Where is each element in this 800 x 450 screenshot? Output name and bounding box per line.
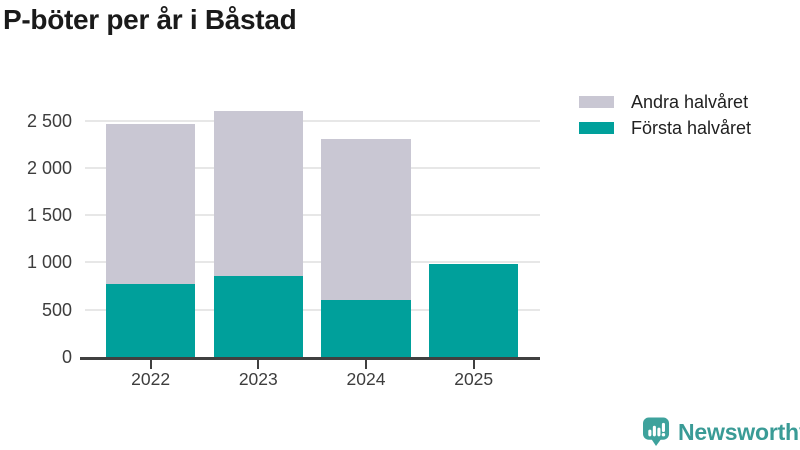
gridline-1000 (85, 261, 540, 264)
newsworthy-logo-icon (643, 417, 670, 446)
legend-label: Första halvåret (631, 117, 752, 138)
bar-2024-första-halvåret (321, 299, 411, 357)
bar-2023-första-halvåret (213, 275, 304, 357)
gridline-2500 (85, 119, 540, 122)
legend: Andra halvåret Första halvåret (579, 91, 751, 143)
gridline-2000 (85, 166, 540, 169)
legend-swatch (579, 122, 614, 134)
y-axis-tick-label: 1 500 (26, 205, 72, 226)
bar-2022-andra-halvåret (105, 124, 196, 285)
x-axis-label-2024: 2024 (346, 369, 386, 389)
y-axis-tick-label: 1 000 (26, 252, 72, 273)
chart-title: P-böter per år i Båstad (3, 4, 297, 35)
bar-2022-första-halvåret (105, 284, 196, 357)
bar-2023-andra-halvåret (213, 110, 304, 276)
gridline-500 (85, 308, 540, 311)
x-axis-label-2023: 2023 (238, 369, 278, 389)
newsworthy-logo-text: Newsworthy (678, 418, 800, 445)
x-axis-tick (365, 359, 367, 369)
legend-label: Andra halvåret (631, 91, 749, 112)
x-axis-tick (472, 359, 475, 369)
gridline-1500 (85, 214, 540, 217)
y-axis-tick-label: 500 (41, 299, 72, 320)
y-axis-tick-label: 2 500 (26, 110, 72, 131)
x-axis-line (80, 356, 540, 360)
y-axis-tick-label: 2 000 (26, 157, 72, 178)
bar-2025-första-halvåret (428, 263, 519, 357)
y-axis-tick-label: 0 (61, 347, 72, 367)
legend-item: Första halvåret (579, 117, 751, 139)
x-axis-tick (257, 359, 260, 369)
x-axis-label-2025: 2025 (454, 369, 494, 389)
newsworthy-logo-link[interactable]: Newsworthy (643, 417, 800, 447)
x-axis-tick (149, 359, 152, 369)
legend-swatch (579, 96, 614, 108)
bar-2024-andra-halvåret (321, 139, 411, 300)
x-axis-label-2022: 2022 (131, 369, 171, 389)
legend-item: Andra halvåret (579, 91, 751, 113)
